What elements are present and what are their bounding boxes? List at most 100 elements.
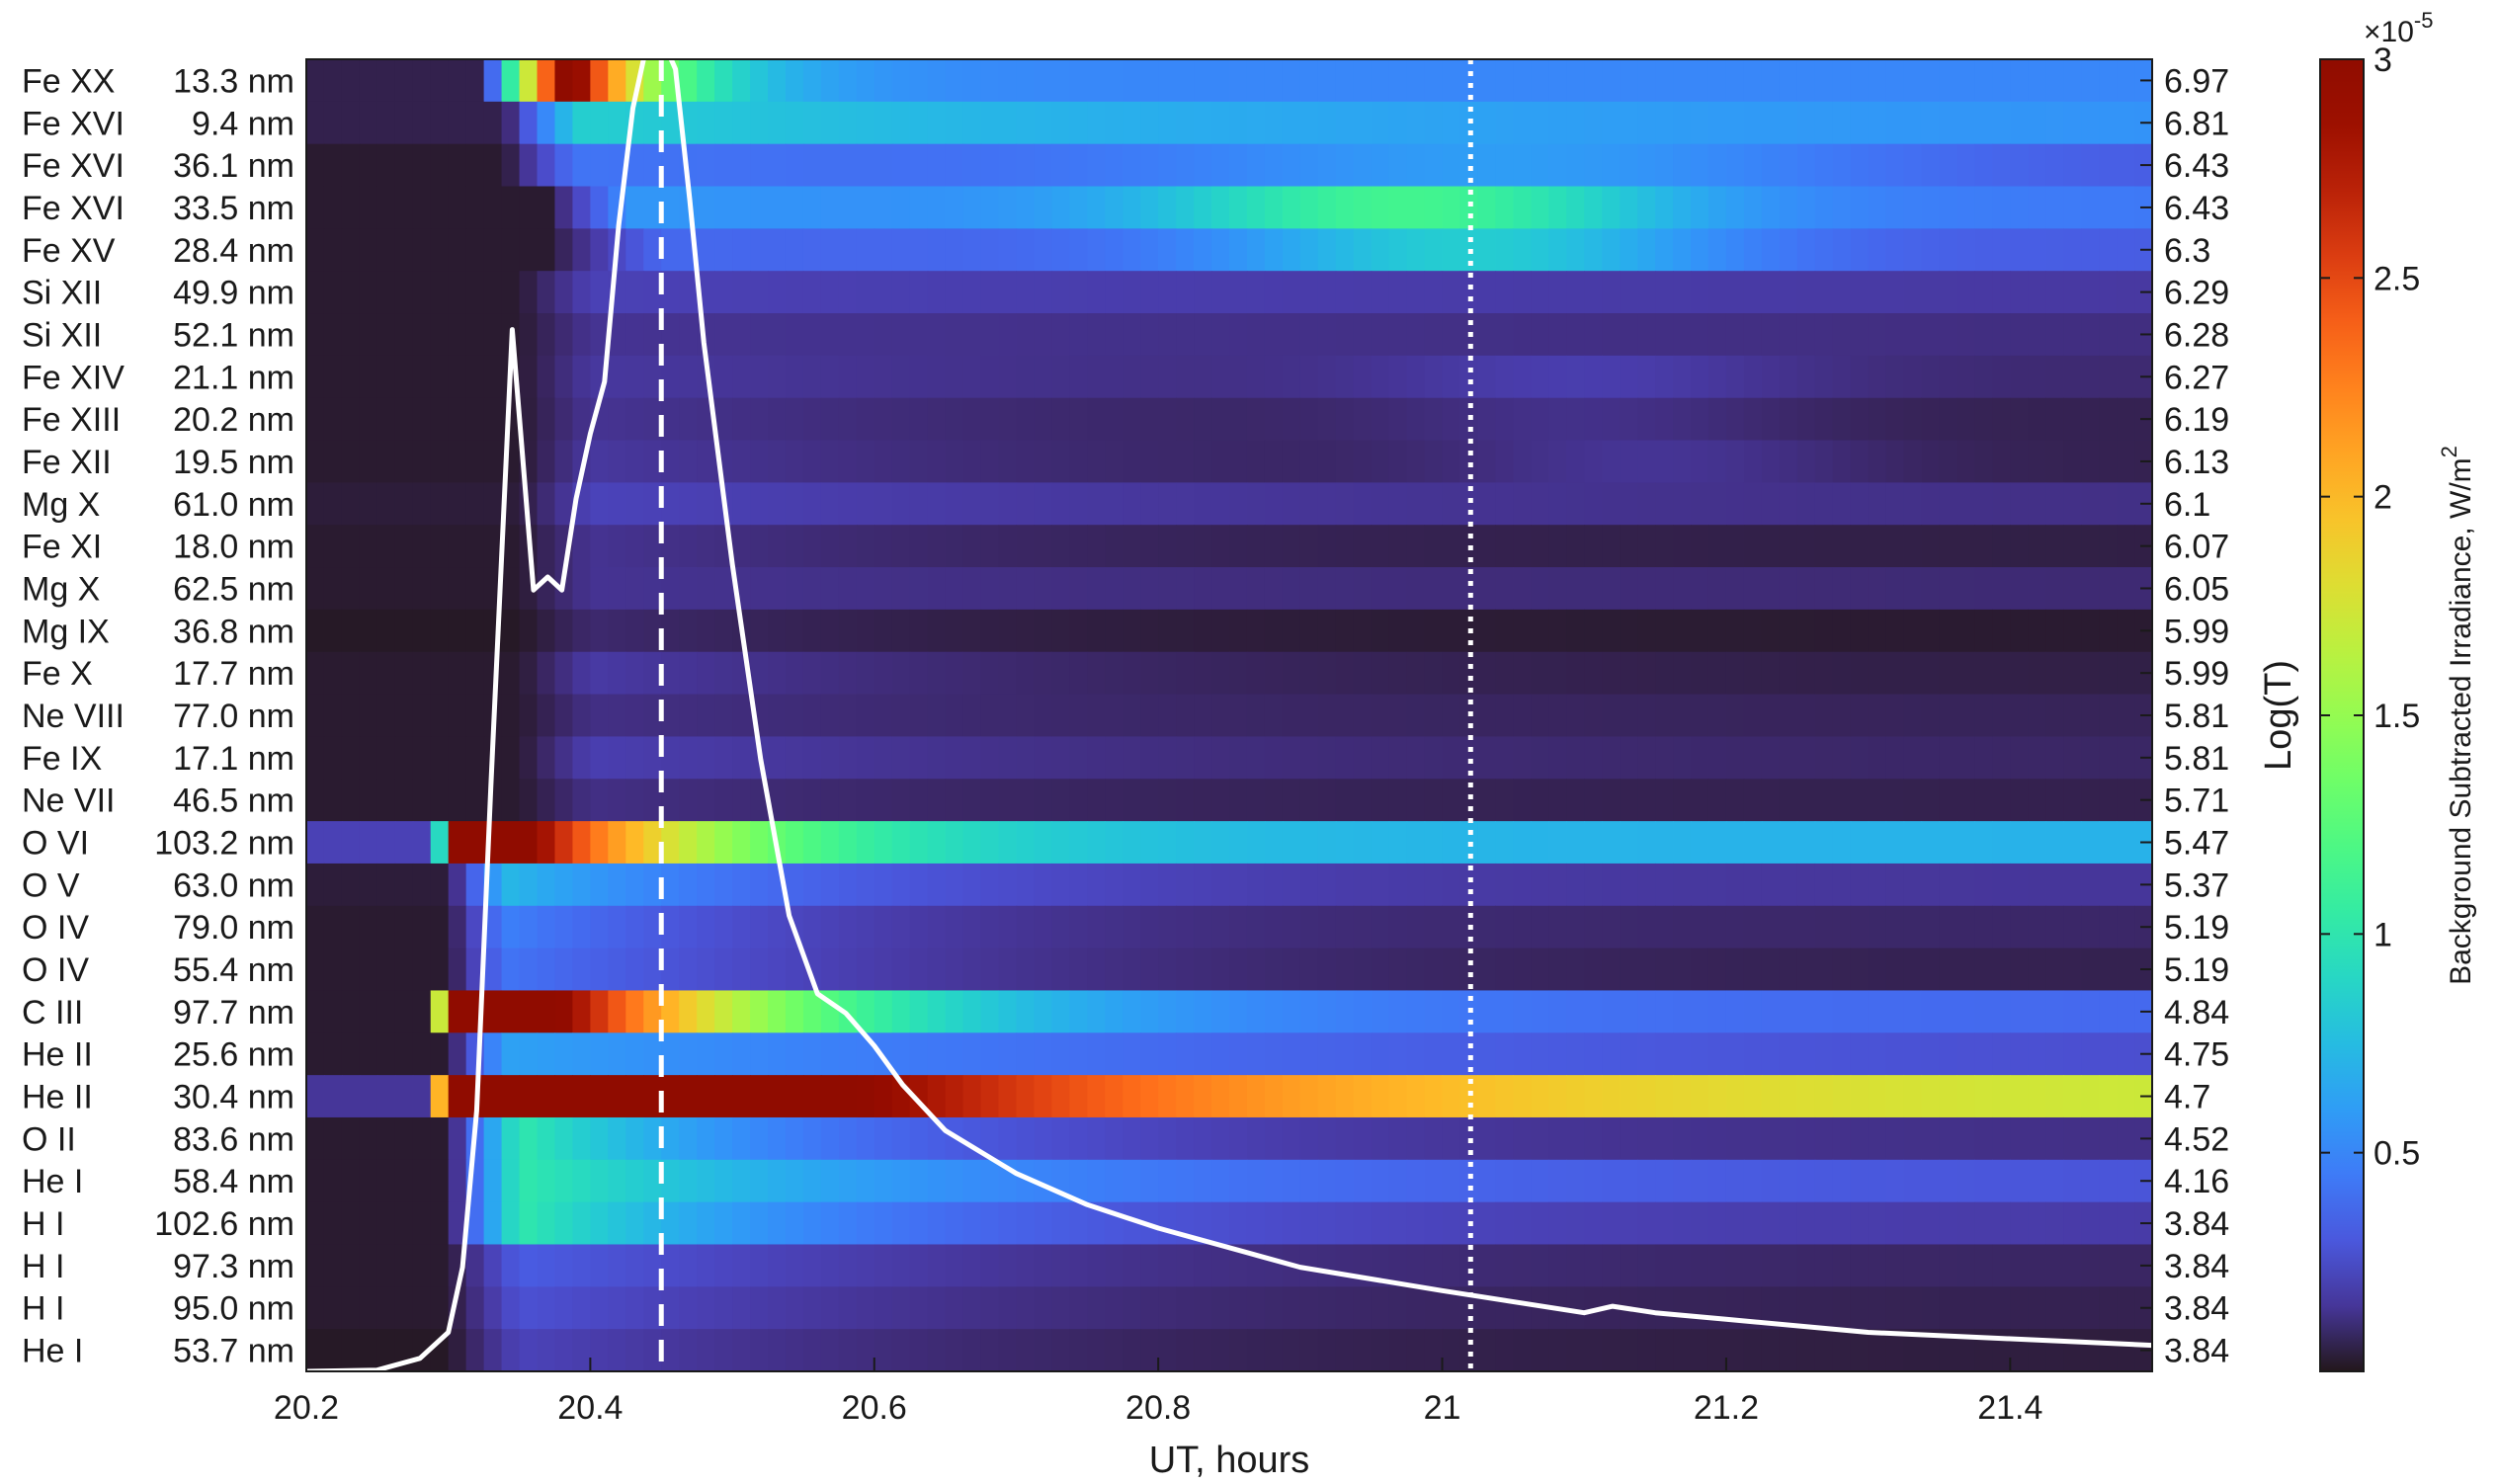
heatmap-cell xyxy=(1335,821,1355,865)
heatmap-cell xyxy=(1069,1329,1088,1371)
ion-label: He I xyxy=(22,1333,83,1370)
heatmap-cell xyxy=(1069,1286,1088,1330)
heatmap-cell xyxy=(2028,1075,2046,1118)
heatmap-cell xyxy=(306,525,325,568)
heatmap-cell xyxy=(1282,1201,1301,1246)
heatmap-cell xyxy=(1832,905,1852,949)
wavelength-label: 17.1 nm xyxy=(173,740,294,778)
heatmap-cell xyxy=(1743,228,1763,272)
heatmap-cell xyxy=(927,1244,947,1287)
heatmap-cell xyxy=(802,1116,822,1161)
heatmap-cell xyxy=(1779,101,1798,145)
heatmap-cell xyxy=(554,101,574,145)
heatmap-cell xyxy=(1459,271,1479,314)
heatmap-cell xyxy=(1637,863,1656,907)
heatmap-cell xyxy=(1850,651,1870,696)
heatmap-cell xyxy=(732,228,751,272)
heatmap-cell xyxy=(306,355,325,399)
heatmap-cell xyxy=(1725,482,1745,526)
heatmap-cell xyxy=(1105,821,1124,865)
heatmap-cell xyxy=(465,59,485,103)
heatmap-cell xyxy=(1282,1159,1301,1203)
heatmap-cell xyxy=(1105,1329,1124,1371)
heatmap-cell xyxy=(2063,482,2082,526)
heatmap-cell xyxy=(323,779,343,822)
heatmap-cell xyxy=(1602,355,1621,399)
heatmap-cell xyxy=(1832,59,1852,103)
heatmap-cell xyxy=(1388,990,1408,1033)
heatmap-cell xyxy=(1691,525,1709,568)
heatmap-cell xyxy=(1087,694,1106,738)
heatmap-cell xyxy=(891,525,911,568)
heatmap-cell xyxy=(1832,1329,1852,1371)
heatmap-cell xyxy=(1123,355,1141,399)
heatmap-cell xyxy=(1158,736,1177,780)
heatmap-cell xyxy=(945,440,964,483)
heatmap-cell xyxy=(1495,779,1514,822)
heatmap-cell xyxy=(1158,694,1177,738)
heatmap-cell xyxy=(1282,482,1301,526)
heatmap-cell xyxy=(1495,1329,1514,1371)
heatmap-cell xyxy=(874,651,893,696)
heatmap-cell xyxy=(1992,1075,2011,1118)
heatmap-cell xyxy=(874,59,893,103)
heatmap-cell xyxy=(1194,863,1212,907)
heatmap-cell xyxy=(1566,1201,1585,1246)
heatmap-cell xyxy=(1388,1286,1408,1330)
heatmap-cell xyxy=(661,313,680,357)
heatmap-cell xyxy=(590,651,609,696)
heatmap-cell xyxy=(909,440,929,483)
heatmap-cell xyxy=(537,143,556,188)
heatmap-cell xyxy=(1957,609,1975,653)
heatmap-cell xyxy=(341,863,361,907)
heatmap-cell xyxy=(697,1032,715,1076)
heatmap-cell xyxy=(1779,228,1798,272)
heatmap-cell xyxy=(874,1244,893,1287)
heatmap-cell xyxy=(1637,397,1656,442)
heatmap-cell xyxy=(2099,59,2118,103)
heatmap-cell xyxy=(323,1032,343,1076)
heatmap-cell xyxy=(341,101,361,145)
heatmap-cell xyxy=(768,397,787,442)
heatmap-cell xyxy=(1903,779,1923,822)
heatmap-cell xyxy=(1673,736,1692,780)
heatmap-cell xyxy=(785,779,804,822)
heatmap-cell xyxy=(1957,355,1975,399)
heatmap-cell xyxy=(1459,1159,1479,1203)
heatmap-cell xyxy=(714,990,733,1033)
heatmap-cell xyxy=(537,905,556,949)
heatmap-cell xyxy=(998,228,1018,272)
heatmap-cell xyxy=(1602,609,1621,653)
heatmap-cell xyxy=(1584,525,1603,568)
heatmap-cell xyxy=(1016,1159,1036,1203)
heatmap-cell xyxy=(2045,736,2064,780)
heatmap-cell xyxy=(1725,525,1745,568)
heatmap-cell xyxy=(927,143,947,188)
heatmap-cell xyxy=(1921,482,1941,526)
heatmap-cell xyxy=(1921,1032,1941,1076)
heatmap-cell xyxy=(962,609,982,653)
heatmap-cell xyxy=(1620,567,1638,611)
heatmap-cell xyxy=(376,440,396,483)
heatmap-cell xyxy=(323,271,343,314)
heatmap-cell xyxy=(785,736,804,780)
heatmap-cell xyxy=(1335,1075,1355,1118)
heatmap-cell xyxy=(430,694,450,738)
heatmap-cell xyxy=(1992,863,2011,907)
heatmap-cell xyxy=(2045,1075,2064,1118)
heatmap-cell xyxy=(927,567,947,611)
heatmap-cell xyxy=(1424,1159,1444,1203)
heatmap-cell xyxy=(1903,948,1923,992)
heatmap-cell xyxy=(1707,440,1727,483)
heatmap-cell xyxy=(1868,694,1887,738)
heatmap-cell xyxy=(980,355,1000,399)
heatmap-cell xyxy=(980,821,1000,865)
heatmap-cell xyxy=(608,863,626,907)
heatmap-cell xyxy=(554,609,574,653)
heatmap-cell xyxy=(2063,228,2082,272)
heatmap-cell xyxy=(1442,271,1461,314)
heatmap-cell xyxy=(572,1116,591,1161)
heatmap-cell xyxy=(1477,905,1497,949)
heatmap-cell xyxy=(732,397,751,442)
heatmap-cell xyxy=(1939,694,1958,738)
